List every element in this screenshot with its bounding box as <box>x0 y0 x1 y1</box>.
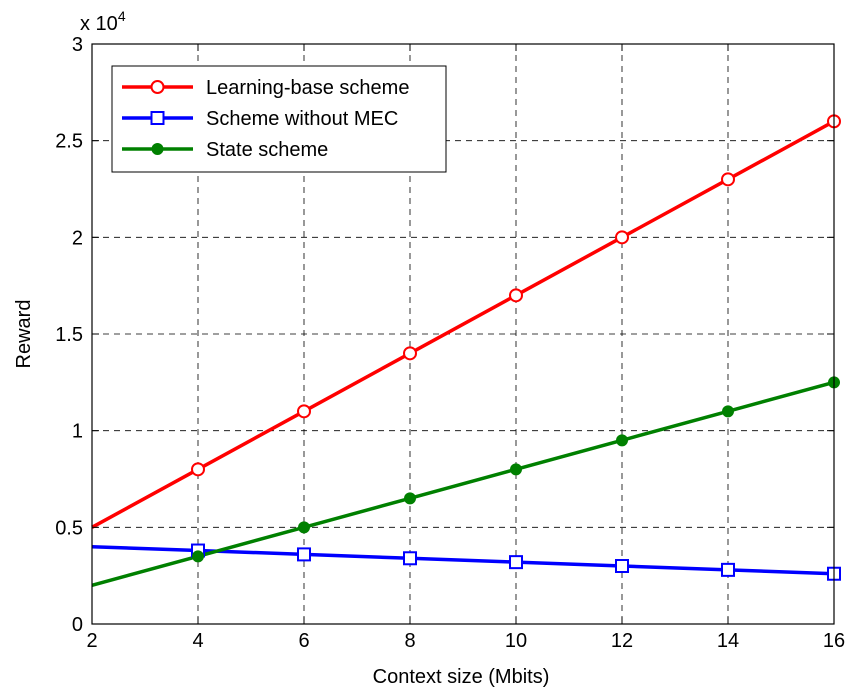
square-marker <box>150 111 165 125</box>
circle-marker <box>404 492 416 505</box>
circle-marker <box>298 521 310 534</box>
axis-ticks: 2 4 6 8 10 12 14 16 0 0.5 1 1.5 2 2.5 3 <box>55 34 845 652</box>
circle-marker <box>615 230 629 245</box>
x-tick-label: 16 <box>823 630 845 652</box>
series-line <box>91 119 835 529</box>
x-tick-label: 6 <box>298 630 309 652</box>
y-axis-multiplier: x 104 <box>80 8 126 35</box>
legend-label: State scheme <box>206 139 328 161</box>
series-line <box>91 380 835 587</box>
y-tick-label: 0 <box>72 614 83 636</box>
circle-marker <box>191 462 205 477</box>
legend: Learning-base scheme Scheme without MEC St… <box>111 65 447 173</box>
square-marker <box>403 551 417 566</box>
x-tick-label: 4 <box>192 630 203 652</box>
circle-marker <box>722 405 734 418</box>
circle-marker <box>150 80 165 94</box>
circle-marker <box>509 288 523 303</box>
y-tick-label: 1 <box>72 421 83 443</box>
circle-marker <box>721 172 735 187</box>
y-axis-title: Reward <box>13 300 35 369</box>
x-tick-label: 10 <box>505 630 527 652</box>
y-tick-label: 1.5 <box>55 324 83 346</box>
legend-label: Scheme without MEC <box>206 108 398 130</box>
y-tick-label: 2.5 <box>55 131 83 153</box>
circle-marker <box>616 434 628 447</box>
square-marker <box>615 559 629 573</box>
square-marker <box>721 562 735 577</box>
y-tick-label: 0.5 <box>55 517 83 539</box>
grid-lines <box>92 44 834 624</box>
x-tick-label: 8 <box>404 630 415 652</box>
square-marker <box>509 555 523 570</box>
x-axis-title: Context size (Mbits) <box>373 666 550 688</box>
circle-marker <box>510 463 522 476</box>
legend-label: Learning-base scheme <box>206 77 409 99</box>
circle-marker <box>297 404 311 419</box>
x-tick-label: 14 <box>717 630 739 652</box>
circle-marker <box>192 550 204 563</box>
y-axis-multiplier-exponent: 4 <box>118 8 126 24</box>
y-tick-label: 2 <box>72 227 83 249</box>
x-tick-label: 2 <box>86 630 97 652</box>
circle-marker <box>403 346 417 361</box>
y-tick-label: 3 <box>72 34 83 56</box>
circle-marker <box>151 143 164 155</box>
square-marker <box>297 547 311 562</box>
x-tick-label: 12 <box>611 630 633 652</box>
